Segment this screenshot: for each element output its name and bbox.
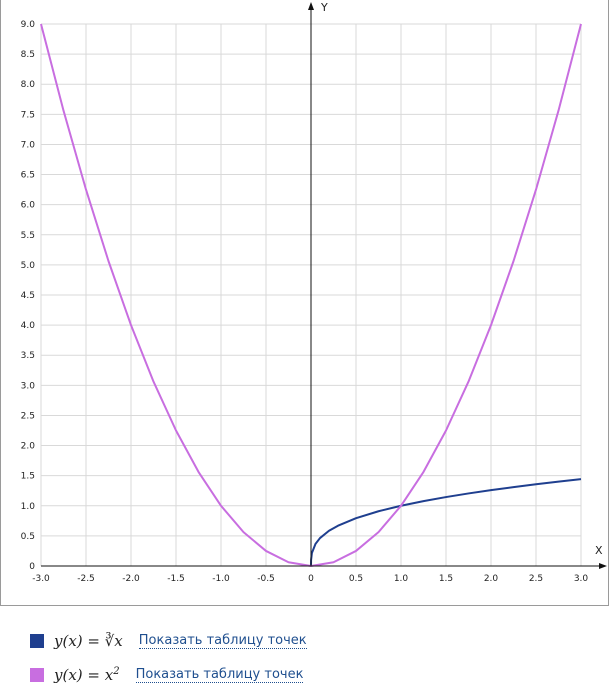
show-points-table-link-square[interactable]: Показать таблицу точек [135,667,304,683]
x-tick-label: 2.0 [484,574,499,584]
x-tick-label: -1.0 [212,574,230,584]
y-tick-label: 5.0 [21,261,36,271]
x-tick-label: -3.0 [32,574,50,584]
x-tick-label: 0 [308,574,314,584]
x-tick-label: 0.5 [349,574,363,584]
x-tick-label: 2.5 [529,574,543,584]
y-tick-label: 5.5 [21,231,35,241]
x-tick-label: -0.5 [257,574,275,584]
y-tick-label: 6.0 [21,201,36,211]
y-tick-label: 8.5 [21,50,35,60]
x-tick-label: 3.0 [574,574,589,584]
y-tick-label: 0 [29,562,35,572]
x-tick-label: 1.5 [439,574,453,584]
x-tick-label: -2.5 [77,574,95,584]
y-tick-label: 4.0 [21,321,36,331]
legend-item-cbrt: y(x) = ∛x Показать таблицу точек [30,630,307,652]
x-tick-label: 1.0 [394,574,409,584]
legend-formula-square: y(x) = x2 [54,666,120,684]
x-tick-label: -2.0 [122,574,140,584]
series-line-0 [310,478,582,567]
legend-swatch-square [30,668,44,682]
y-tick-label: 3.0 [21,381,36,391]
x-axis-label: X [595,544,603,557]
y-tick-label: 6.5 [21,171,35,181]
y-tick-label: 3.5 [21,351,35,361]
y-tick-label: 0.5 [21,532,35,542]
x-tick-label: -1.5 [167,574,185,584]
function-plot: XY -3.0 -2.5 -2.0 -1.5 -1.0 -0.5 0 0.5 1.0 1.5 2.0… [21,1,607,584]
y-tick-label: 1.5 [21,472,35,482]
y-axis-label: Y [320,1,328,14]
y-tick-label: 2.0 [21,442,36,452]
y-tick-label: 1.0 [21,502,36,512]
y-tick-label: 9.0 [21,20,36,30]
y-axis-arrow [308,2,314,10]
x-axis-arrow [599,563,607,569]
y-tick-label: 4.5 [21,291,35,301]
legend-formula-cbrt: y(x) = ∛x [54,632,123,650]
show-points-table-link-cbrt[interactable]: Показать таблицу точек [138,633,307,649]
y-tick-label: 7.0 [21,140,36,150]
tick-labels: -3.0 -2.5 -2.0 -1.5 -1.0 -0.5 0 0.5 1.0 1.5 2.0 2.5… [21,20,589,584]
y-tick-label: 8.0 [21,80,36,90]
axes: XY [41,1,607,569]
legend-swatch-cbrt [30,634,44,648]
y-tick-label: 2.5 [21,411,35,421]
legend-item-square: y(x) = x2 Показать таблицу точек [30,664,304,686]
y-tick-label: 7.5 [21,110,35,120]
